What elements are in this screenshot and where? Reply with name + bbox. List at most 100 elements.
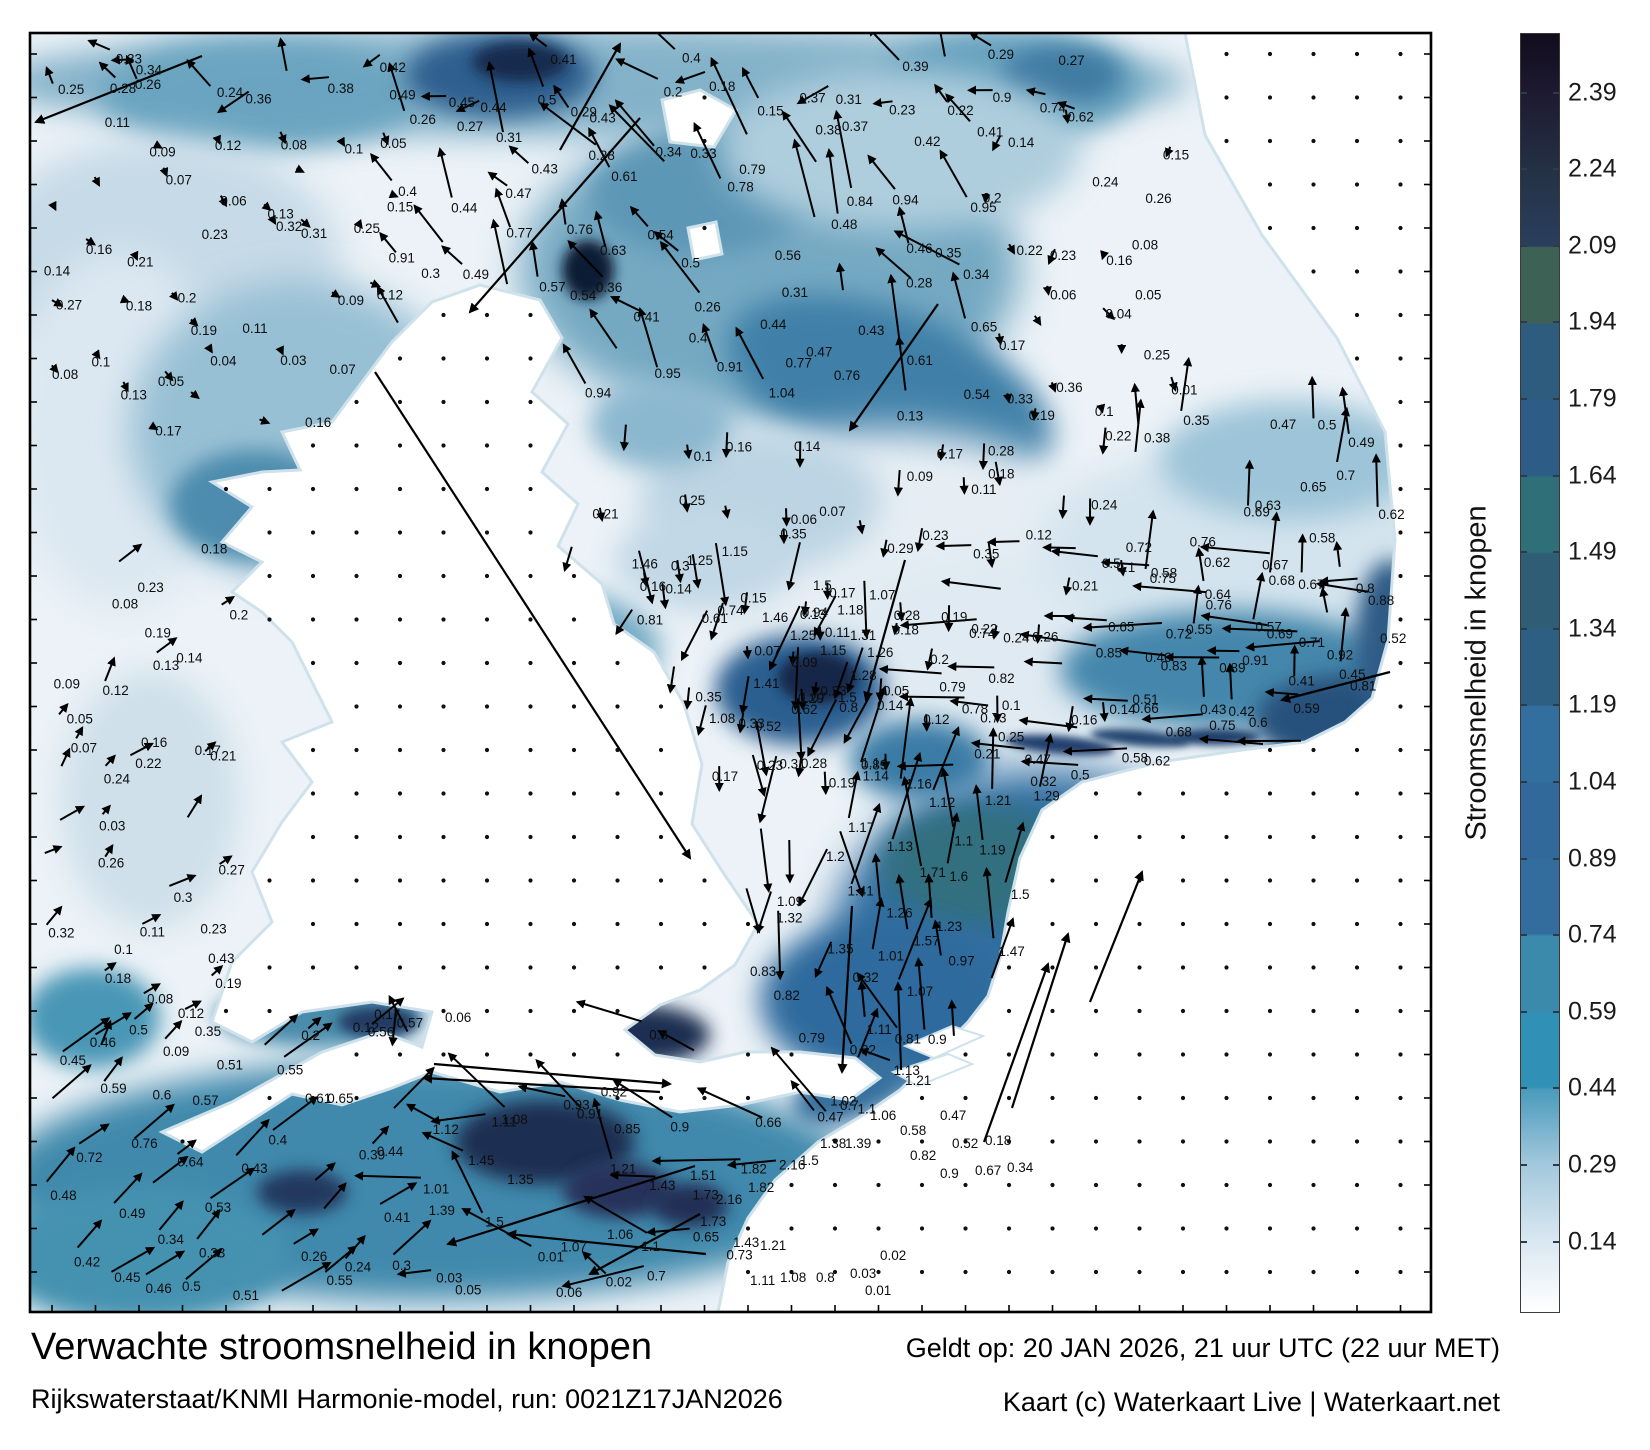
grid-dot (397, 704, 403, 709)
current-arrow (261, 201, 272, 211)
grid-dot (1180, 965, 1186, 970)
current-value: 0.23 (922, 528, 948, 543)
current-value: 0.35 (195, 1024, 221, 1039)
current-arrow (612, 1079, 673, 1119)
current-value: 0.65 (327, 1091, 353, 1106)
current-value: 0.57 (192, 1093, 218, 1108)
grid-dot (876, 1269, 881, 1275)
grid-dot (1398, 1139, 1403, 1144)
current-value: 0.1 (1116, 560, 1135, 575)
current-arrow (759, 828, 773, 893)
current-arrow (947, 999, 957, 1036)
current-value: 1.73 (700, 1214, 726, 1229)
current-arrow (1319, 576, 1358, 586)
current-value: 0.47 (806, 345, 832, 360)
current-arrow (62, 1017, 111, 1053)
grid-dot (1354, 269, 1360, 274)
grid-dot (1224, 138, 1229, 144)
current-value: 0.55 (277, 1063, 303, 1078)
current-value: 0.24 (1003, 630, 1030, 645)
current-value: 0.19 (145, 625, 171, 640)
current-arrow (982, 866, 995, 939)
current-arrow (353, 218, 363, 230)
current-arrow (204, 741, 217, 752)
colorbar-tick-mark (1520, 1240, 1527, 1243)
grid-dot (354, 617, 359, 622)
current-arrow (814, 941, 833, 979)
current-arrow (825, 148, 839, 214)
colorbar-tick-mark (1553, 168, 1560, 171)
current-value: 0.22 (1105, 428, 1131, 443)
current-arrow (185, 1248, 223, 1281)
current-arrow (850, 802, 882, 885)
current-value: 0.43 (532, 161, 558, 176)
current-value: 0.11 (140, 925, 165, 940)
current-value: 0.56 (775, 248, 801, 263)
current-arrow (833, 109, 853, 189)
current-value: 0.79 (939, 679, 965, 694)
current-value: 0.26 (98, 856, 124, 871)
current-arrow (695, 705, 707, 736)
current-arrow (94, 1012, 132, 1036)
current-arrow (189, 389, 200, 400)
current-value: 0.16 (86, 242, 112, 257)
grid-dot (441, 443, 446, 448)
map-area: 0.330.34 0.420.41 0.40.390.29 0.270.25 0.280… (30, 33, 1431, 1312)
grid-dot (1311, 1139, 1316, 1144)
grid-dot (1224, 1008, 1229, 1014)
current-value: 0.13 (121, 387, 147, 402)
current-value: 0.7 (840, 1098, 859, 1113)
grid-dot (1050, 1139, 1055, 1144)
current-value: 0.95 (970, 200, 996, 215)
grid-dot (1050, 921, 1055, 927)
current-value: 0.89 (1219, 660, 1245, 675)
grid-dot (615, 660, 620, 666)
current-arrow (49, 363, 59, 374)
current-arrow (218, 195, 227, 208)
grid-dot (1224, 1139, 1229, 1144)
current-value: 0.76 (131, 1136, 157, 1151)
grid-dot (1050, 834, 1055, 840)
current-value: 0.9 (928, 1032, 947, 1047)
current-value: 1.06 (607, 1227, 633, 1242)
grid-dot (1311, 1052, 1316, 1057)
current-value: 1.71 (920, 865, 946, 880)
current-arrow (770, 1046, 827, 1112)
current-arrow (786, 542, 801, 591)
current-arrow (336, 136, 345, 148)
grid-dot (1267, 1008, 1273, 1014)
current-arrow (891, 622, 901, 636)
grid-dot (310, 834, 316, 840)
current-value: 0.18 (709, 79, 735, 94)
current-arrow (921, 714, 932, 732)
current-value: 1.07 (869, 588, 895, 603)
current-value: 0.82 (774, 988, 800, 1003)
grid-dot (1398, 965, 1403, 970)
grid-dot (571, 878, 577, 883)
current-value: 0.63 (1255, 498, 1281, 513)
current-arrow (1180, 356, 1193, 411)
current-value: 0.46 (145, 1281, 171, 1296)
colorbar-tick-label: 1.19 (1568, 690, 1617, 719)
current-arrow (567, 240, 604, 278)
current-arrow (934, 83, 948, 103)
current-value: 0.65 (693, 1229, 719, 1244)
current-value: 0.31 (782, 285, 808, 300)
colorbar-tick-mark (1520, 1087, 1527, 1090)
current-arrow (508, 145, 530, 164)
current-arrow (330, 289, 341, 298)
colorbar-tick-mark (1553, 321, 1560, 324)
current-value: 0.62 (1068, 109, 1094, 124)
grid-dot (702, 878, 707, 883)
colorbar-tick-mark (1553, 474, 1560, 477)
grid-dot (919, 1139, 925, 1144)
colorbar-tick-label: 1.64 (1568, 461, 1617, 490)
current-value: 0.74 (717, 603, 744, 618)
current-value: 0.41 (1289, 674, 1315, 689)
current-value: 0.33 (690, 146, 716, 161)
colorbar-axis-label: Stroomsnelheid in knopen (1460, 505, 1493, 841)
current-value: 1.02 (830, 1094, 856, 1109)
colorbar-tick-mark (1520, 168, 1527, 171)
grid-dot (1224, 834, 1229, 840)
grid-dot (267, 878, 272, 883)
